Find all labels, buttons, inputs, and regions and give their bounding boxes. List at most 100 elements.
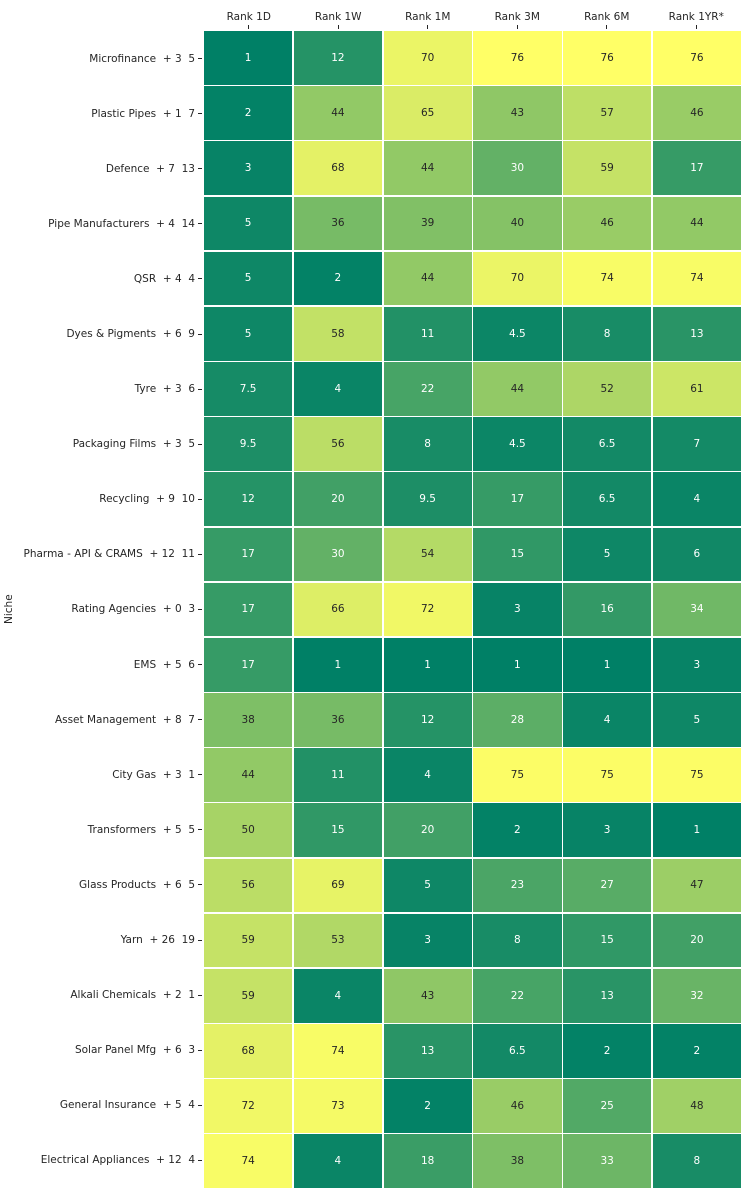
y-tick-mark (198, 719, 202, 721)
heatmap-cell: 39 (383, 196, 472, 251)
row-label-text: QSR + 4 4 (133, 272, 195, 285)
heatmap-cell: 2 (563, 1024, 652, 1078)
heatmap-cell: 8 (652, 1134, 741, 1188)
heatmap-cell: 54 (383, 527, 472, 582)
heatmap-cell: 17 (652, 141, 741, 195)
row-label-text: Electrical Appliances + 12 4 (40, 1154, 195, 1167)
row-label-text: Packaging Films + 3 5 (72, 438, 195, 451)
heatmap-cell: 44 (293, 86, 382, 140)
column-headers: Rank 1D Rank 1W Rank 1M Rank 3M Rank 6M Rank … (204, 0, 741, 31)
row-label: QSR + 4 4 (0, 251, 204, 306)
heatmap-cell: 12 (293, 31, 382, 85)
heatmap-cell: 72 (204, 1079, 293, 1133)
row-label-text: Solar Panel Mfg + 6 3 (74, 1044, 195, 1057)
heatmap-cell: 76 (652, 31, 741, 85)
row-label: Glass Products + 6 5 (0, 857, 204, 912)
column-header: Rank 6M (562, 0, 652, 31)
heatmap-cell: 2 (652, 1024, 741, 1078)
heatmap-cell: 36 (293, 196, 382, 251)
row-label: Microfinance + 3 5 (0, 31, 204, 86)
row-label-text: Alkali Chemicals + 2 1 (70, 989, 195, 1002)
heatmap-cell: 75 (563, 748, 652, 802)
row-label: Solar Panel Mfg + 6 3 (0, 1023, 204, 1078)
column-header: Rank 1M (383, 0, 473, 31)
heatmap-cell: 1 (563, 637, 652, 692)
column-header: Rank 1W (294, 0, 384, 31)
heatmap-cell: 36 (293, 693, 382, 747)
heatmap-cell: 6.5 (563, 417, 652, 471)
heatmap-cell: 3 (473, 582, 562, 637)
y-tick-mark (198, 58, 202, 60)
y-tick-mark (198, 1104, 202, 1106)
heatmap-cell: 1 (204, 31, 293, 85)
heatmap-cell: 4 (563, 693, 652, 747)
y-tick-mark (198, 223, 202, 225)
heatmap-cell: 15 (293, 803, 382, 857)
heatmap-cell: 75 (473, 748, 562, 802)
heatmap-cell: 5 (652, 693, 741, 747)
heatmap-cell: 4 (293, 362, 382, 416)
heatmap-cell: 56 (293, 417, 382, 471)
heatmap-cell: 74 (204, 1134, 293, 1188)
heatmap-cell: 43 (383, 968, 472, 1023)
row-label-text: Pipe Manufacturers + 4 14 (48, 217, 195, 230)
x-tick-mark (695, 25, 697, 29)
heatmap-cell: 4 (652, 472, 741, 526)
row-label: Dyes & Pigments + 6 9 (0, 306, 204, 361)
row-label: Electrical Appliances + 12 4 (0, 1133, 204, 1188)
heatmap-cell: 17 (204, 637, 293, 692)
heatmap-cell: 74 (563, 251, 652, 306)
heatmap-cell: 25 (563, 1079, 652, 1133)
heatmap-cell: 8 (383, 417, 472, 471)
heatmap-cell: 6.5 (473, 1024, 562, 1078)
heatmap-cell: 44 (652, 196, 741, 251)
row-label-text: Defence + 7 13 (105, 162, 195, 175)
heatmap-cell: 48 (652, 1079, 741, 1133)
heatmap-cell: 13 (563, 968, 652, 1023)
heatmap-cell: 3 (652, 637, 741, 692)
heatmap-cell: 72 (383, 582, 472, 637)
heatmap-cell: 5 (563, 527, 652, 582)
heatmap-cell: 61 (652, 362, 741, 416)
heatmap-cell: 58 (293, 306, 382, 361)
heatmap-cell: 57 (563, 86, 652, 140)
row-label-text: Transformers + 5 5 (87, 823, 195, 836)
row-label: Pipe Manufacturers + 4 14 (0, 196, 204, 251)
heatmap-cell: 33 (563, 1134, 652, 1188)
heatmap-cell: 5 (204, 306, 293, 361)
row-label: Alkali Chemicals + 2 1 (0, 968, 204, 1023)
row-label-text: Pharma - API & CRAMS + 12 11 (23, 548, 195, 561)
heatmap-cell: 13 (383, 1024, 472, 1078)
heatmap-cell: 46 (473, 1079, 562, 1133)
heatmap-cell: 46 (563, 196, 652, 251)
heatmap-cell: 75 (652, 748, 741, 802)
heatmap-cell: 9.5 (383, 472, 472, 526)
y-tick-mark (198, 884, 202, 886)
heatmap-grid: 1 12 70 76 76 76 2 44 65 43 57 46 3 68 44 30 59 17 5 36 39 40… (204, 31, 741, 1188)
heatmap-cell: 53 (293, 913, 382, 968)
heatmap-cell: 38 (204, 693, 293, 747)
row-label: Defence + 7 13 (0, 141, 204, 196)
heatmap-cell: 76 (563, 31, 652, 85)
y-tick-mark (198, 498, 202, 500)
heatmap-cell: 16 (563, 582, 652, 637)
heatmap-cell: 56 (204, 858, 293, 913)
heatmap-cell: 11 (293, 748, 382, 802)
heatmap-cell: 2 (383, 1079, 472, 1133)
column-header-label: Rank 1M (405, 10, 451, 23)
heatmap-cell: 5 (204, 196, 293, 251)
y-tick-mark (198, 333, 202, 335)
y-tick-mark (198, 994, 202, 996)
row-label: General Insurance + 5 4 (0, 1078, 204, 1133)
heatmap-cell: 6 (652, 527, 741, 582)
heatmap-cell: 44 (473, 362, 562, 416)
heatmap-cell: 3 (383, 913, 472, 968)
heatmap-cell: 6.5 (563, 472, 652, 526)
row-labels: Microfinance + 3 5 Plastic Pipes + 1 7 Def… (0, 31, 204, 1188)
column-header: Rank 1D (204, 0, 294, 31)
heatmap-cell: 4.5 (473, 306, 562, 361)
y-tick-mark (198, 939, 202, 941)
heatmap-cell: 76 (473, 31, 562, 85)
heatmap-cell: 20 (293, 472, 382, 526)
